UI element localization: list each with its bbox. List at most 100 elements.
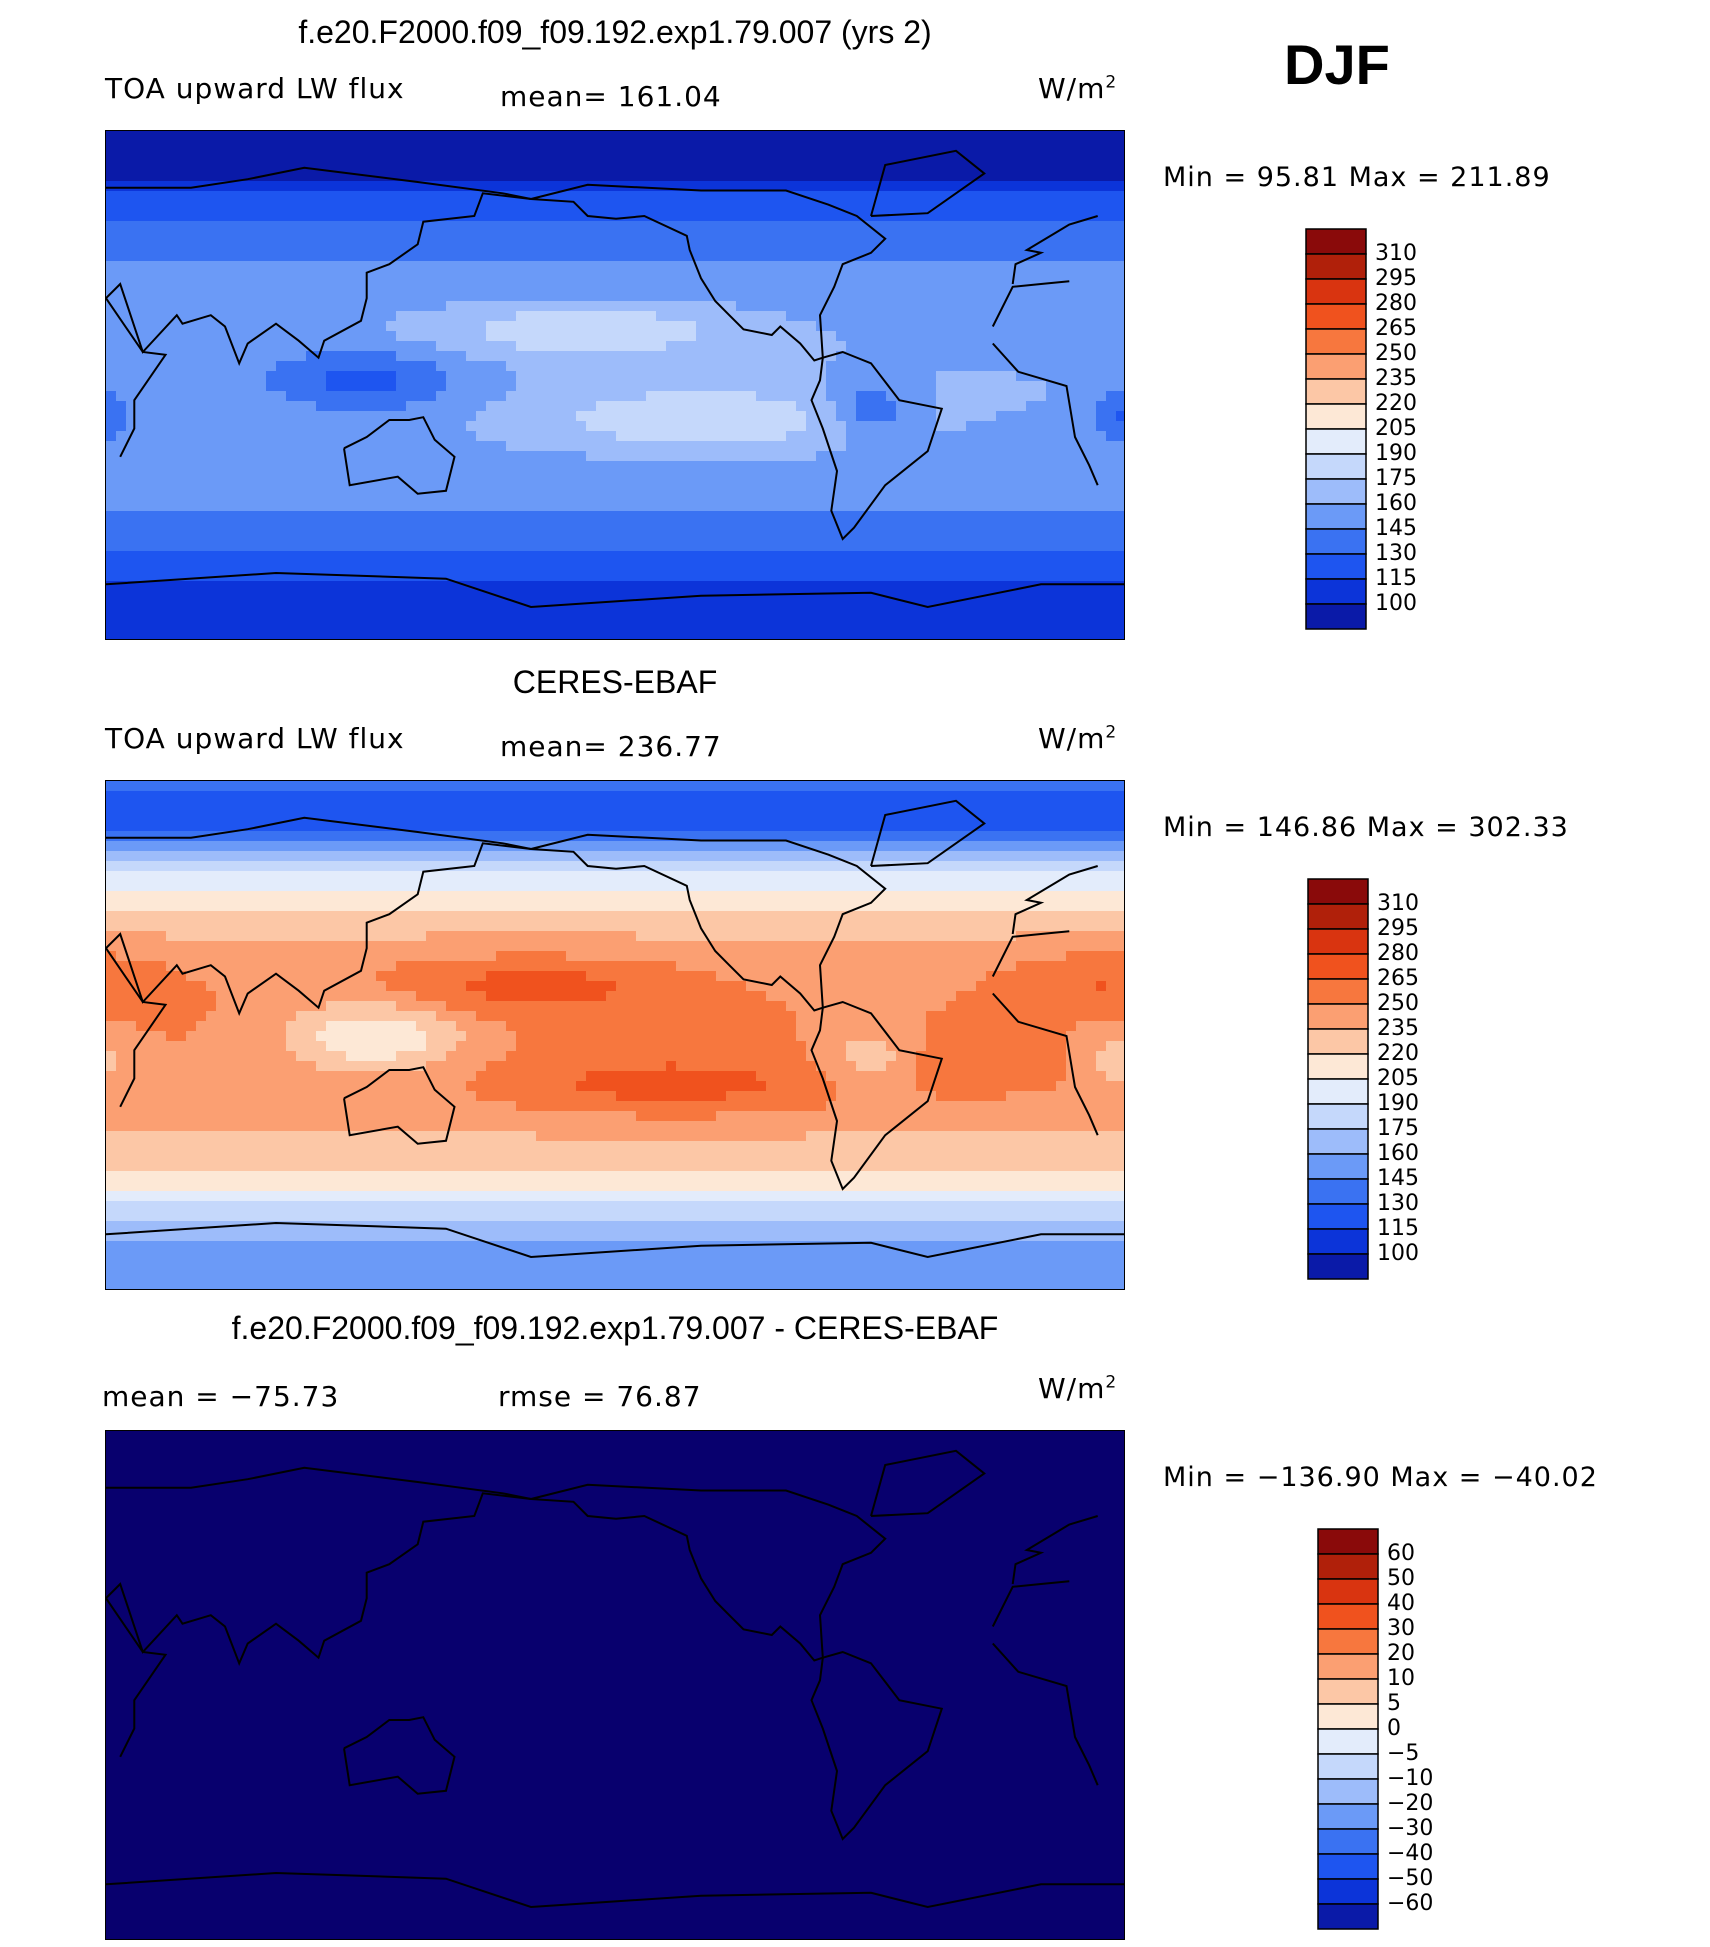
- field-cell: [916, 511, 927, 522]
- field-cell: [376, 241, 387, 252]
- field-cell: [1006, 141, 1017, 152]
- field-cell: [1006, 371, 1017, 382]
- field-cell: [936, 171, 947, 182]
- field-cell: [1096, 271, 1107, 282]
- field-cell: [736, 231, 747, 242]
- field-cell: [456, 441, 467, 452]
- field-cell: [656, 311, 667, 322]
- field-cell: [366, 331, 377, 342]
- field-cell: [846, 591, 857, 602]
- field-cell: [566, 241, 577, 252]
- field-cell: [816, 261, 827, 272]
- field-cell: [366, 401, 377, 412]
- field-cell: [866, 501, 877, 512]
- field-cell: [366, 321, 377, 332]
- field-cell: [1046, 331, 1057, 342]
- field-cell: [176, 321, 187, 332]
- field-cell: [186, 541, 197, 552]
- field-cell: [376, 521, 387, 532]
- field-cell: [476, 271, 487, 282]
- field-cell: [366, 521, 377, 532]
- field-cell: [796, 441, 807, 452]
- field-cell: [356, 511, 367, 522]
- field-cell: [116, 161, 127, 172]
- field-cell: [646, 171, 657, 182]
- field-cell: [286, 581, 297, 592]
- field-cell: [386, 251, 397, 262]
- field-cell: [716, 341, 727, 352]
- field-cell: [876, 321, 887, 332]
- field-cell: [806, 511, 817, 522]
- field-cell: [296, 301, 307, 312]
- field-cell: [726, 281, 737, 292]
- field-cell: [1086, 341, 1097, 352]
- field-cell: [186, 211, 197, 222]
- field-cell: [176, 421, 187, 432]
- field-cell: [146, 361, 157, 372]
- field-cell: [566, 281, 577, 292]
- field-cell: [266, 251, 277, 262]
- field-cell: [886, 391, 897, 402]
- field-cell: [956, 161, 967, 172]
- field-cell: [1026, 421, 1037, 432]
- field-cell: [246, 451, 257, 462]
- field-cell: [236, 401, 247, 412]
- field-cell: [976, 611, 987, 622]
- field-cell: [556, 281, 567, 292]
- field-cell: [226, 181, 237, 192]
- field-cell: [1116, 341, 1124, 352]
- field-cell: [736, 151, 747, 162]
- field-cell: [716, 221, 727, 232]
- field-cell: [946, 431, 957, 442]
- field-cell: [106, 261, 117, 272]
- field-cell: [756, 211, 767, 222]
- field-cell: [956, 261, 967, 272]
- field-cell: [916, 211, 927, 222]
- field-cell: [506, 131, 517, 142]
- field-cell: [976, 191, 987, 202]
- field-cell: [596, 571, 607, 582]
- field-cell: [316, 281, 327, 292]
- field-cell: [686, 241, 697, 252]
- field-cell: [476, 571, 487, 582]
- field-cell: [926, 271, 937, 282]
- field-cell: [236, 261, 247, 272]
- field-cell: [836, 141, 847, 152]
- field-cell: [486, 231, 497, 242]
- field-cell: [586, 161, 597, 172]
- field-cell: [726, 211, 737, 222]
- field-cell: [996, 411, 1007, 422]
- field-cell: [266, 331, 277, 342]
- field-cell: [916, 371, 927, 382]
- field-cell: [446, 381, 457, 392]
- field-cell: [376, 161, 387, 172]
- field-cell: [406, 351, 417, 362]
- field-cell: [756, 601, 767, 612]
- field-cell: [136, 301, 147, 312]
- field-cell: [376, 351, 387, 362]
- field-cell: [516, 171, 527, 182]
- field-cell: [976, 351, 987, 362]
- field-cell: [1026, 511, 1037, 522]
- field-cell: [496, 611, 507, 622]
- field-cell: [896, 451, 907, 462]
- field-cell: [176, 531, 187, 542]
- field-cell: [666, 161, 677, 172]
- field-cell: [366, 311, 377, 322]
- field-cell: [276, 611, 287, 622]
- field-cell: [146, 331, 157, 342]
- field-cell: [226, 611, 237, 622]
- field-cell: [616, 481, 627, 492]
- field-cell: [796, 561, 807, 572]
- field-cell: [486, 451, 497, 462]
- field-cell: [426, 551, 437, 562]
- field-cell: [156, 581, 167, 592]
- field-cell: [606, 561, 617, 572]
- field-cell: [516, 581, 527, 592]
- field-cell: [916, 141, 927, 152]
- field-cell: [586, 371, 597, 382]
- field-cell: [106, 331, 117, 342]
- field-cell: [356, 131, 367, 142]
- field-cell: [646, 461, 657, 472]
- field-cell: [996, 451, 1007, 462]
